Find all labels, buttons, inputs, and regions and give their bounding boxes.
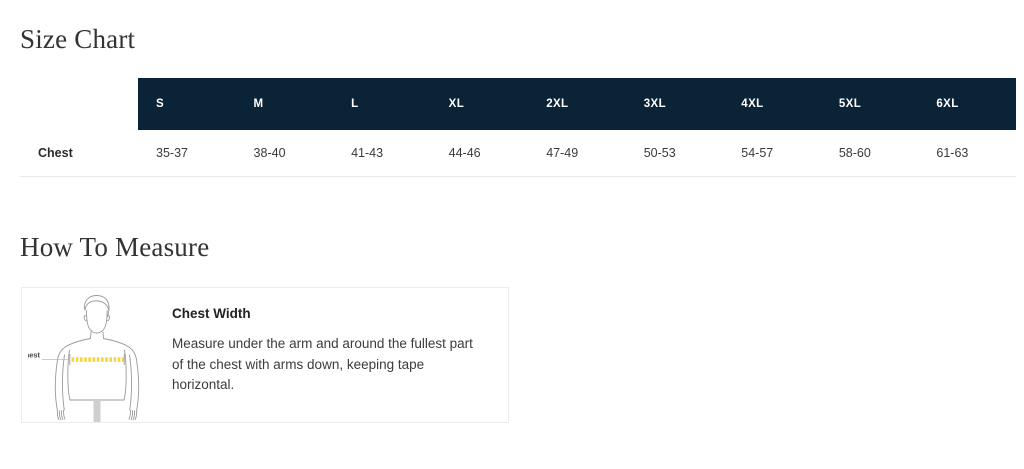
page-title: Size Chart bbox=[20, 24, 136, 54]
table-header-s: S bbox=[138, 78, 236, 130]
cell-chest-l: 41-43 bbox=[333, 130, 431, 177]
table-header-row: S M L XL 2XL 3XL 4XL 5XL 6XL bbox=[20, 78, 1016, 130]
figure-leg-shape bbox=[93, 400, 101, 422]
figure-chest-label: Chest bbox=[28, 351, 41, 360]
table-header-5xl: 5XL bbox=[820, 78, 919, 130]
table-header-6xl: 6XL bbox=[918, 78, 1016, 130]
size-chart-table: S M L XL 2XL 3XL 4XL 5XL 6XL Chest 35-37… bbox=[20, 78, 1016, 177]
table-header-4xl: 4XL bbox=[723, 78, 821, 130]
cell-chest-m: 38-40 bbox=[235, 130, 334, 177]
table-header-label-spacer bbox=[20, 78, 138, 130]
measure-card-text: Chest Width Measure under the arm and ar… bbox=[158, 288, 500, 396]
chest-measurement-diagram-icon: Chest bbox=[28, 295, 140, 422]
measure-card-description: Measure under the arm and around the ful… bbox=[172, 336, 473, 393]
table-header-2xl: 2XL bbox=[528, 78, 626, 130]
cell-chest-s: 35-37 bbox=[138, 130, 236, 177]
table-header-m: M bbox=[235, 78, 334, 130]
cell-chest-2xl: 47-49 bbox=[528, 130, 626, 177]
table-header-l: L bbox=[333, 78, 431, 130]
cell-chest-4xl: 54-57 bbox=[723, 130, 821, 177]
measure-card-title: Chest Width bbox=[172, 306, 251, 321]
cell-chest-6xl: 61-63 bbox=[918, 130, 1016, 177]
measure-card-chest-width: Chest Chest Width Measure under the arm … bbox=[21, 287, 509, 423]
table-row: Chest 35-37 38-40 41-43 44-46 47-49 50-5… bbox=[20, 130, 1016, 177]
row-label-chest: Chest bbox=[20, 130, 138, 177]
cell-chest-3xl: 50-53 bbox=[625, 130, 724, 177]
table-header-3xl: 3XL bbox=[625, 78, 724, 130]
cell-chest-5xl: 58-60 bbox=[820, 130, 919, 177]
table-header-xl: XL bbox=[430, 78, 529, 130]
cell-chest-xl: 44-46 bbox=[430, 130, 529, 177]
how-to-measure-title: How To Measure bbox=[20, 232, 210, 262]
